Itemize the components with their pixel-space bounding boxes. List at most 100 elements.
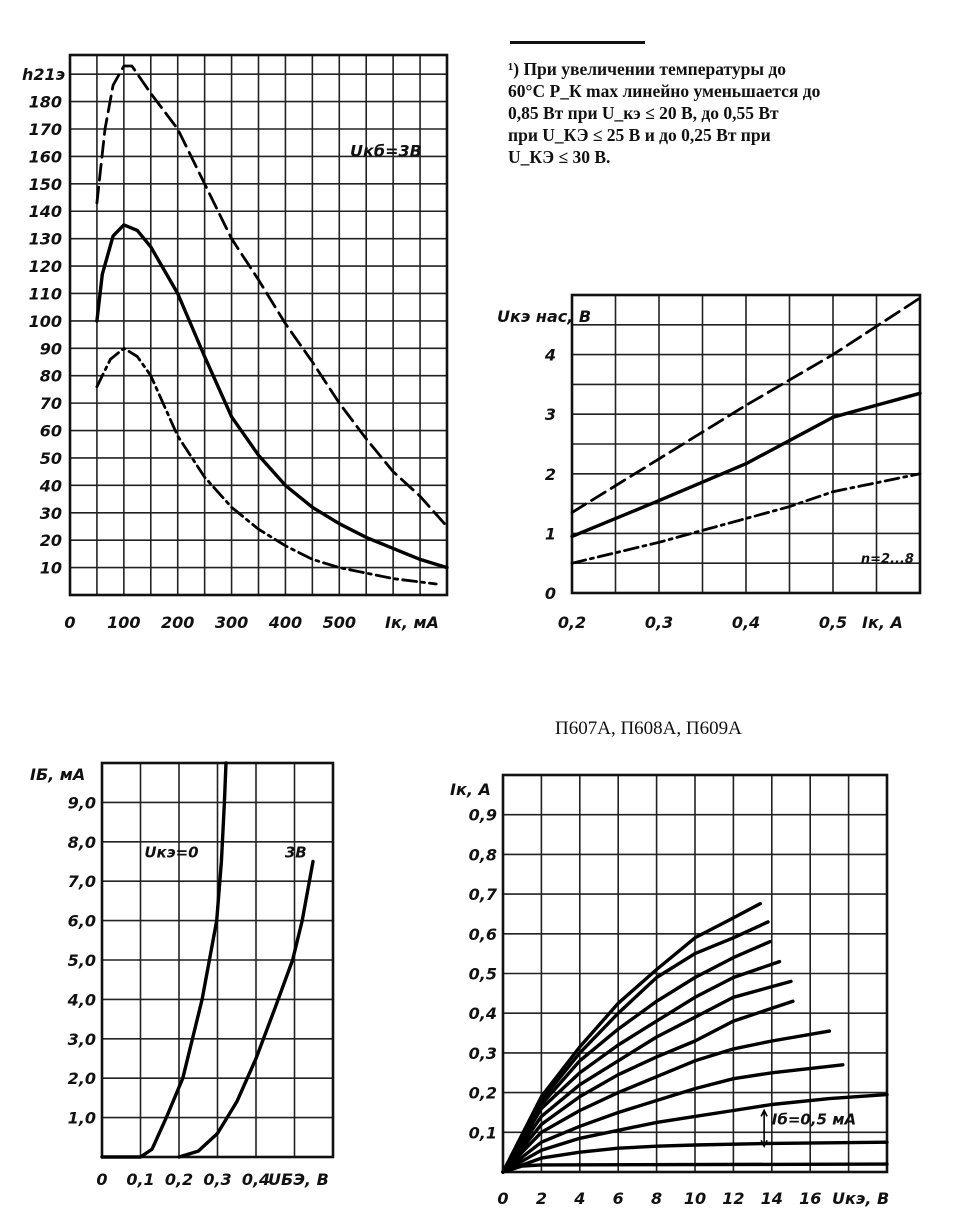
x-tick-label: 500 [323,613,356,632]
y-axis-label: Iк, А [450,780,491,799]
plot-frame [570,293,922,595]
y-tick-label: 20 [40,531,62,550]
x-tick-label: 6 [613,1189,624,1208]
y-axis-label: h21э [22,65,65,84]
x-tick-label: 12 [722,1189,744,1208]
series-line-curve-11 [501,1162,889,1174]
series-line-curve-3 [501,940,772,1174]
footnote-line: 60°С P_К max линейно уменьшается до [508,81,821,101]
plot-frame [501,773,889,1174]
x-axis-label: Iк, А [862,613,903,632]
series-line-max [570,296,922,514]
arrow-heads-icon [760,1108,768,1148]
footnote: ¹) При увеличении температуры до 60°С P_… [508,58,933,168]
footnote-rule [510,41,645,44]
y-tick-label: 1 [545,524,556,543]
series-line-3В [177,859,315,1159]
series-line-curve-1 [501,901,762,1174]
x-axis-label: Uкэ, В [832,1189,889,1208]
x-tick-label: 10 [684,1189,706,1208]
series-line-curve-7 [501,1029,832,1174]
series-line-curve-5 [501,979,793,1174]
y-tick-label: 1,0 [68,1109,96,1128]
x-tick-label: 200 [161,613,194,632]
annotation: n=2...8 [861,552,914,567]
x-tick-label: 8 [651,1189,662,1208]
grid [70,55,447,595]
series-line-curve-10 [501,1140,889,1174]
y-axis-label: IБ, мА [30,765,85,784]
x-tick-label: 0 [96,1170,107,1189]
y-tick-label: 110 [29,284,62,303]
x-tick-label: 100 [107,613,140,632]
y-tick-label: 130 [29,230,62,249]
y-tick-label: 30 [40,504,62,523]
series-line-curve-4 [501,959,782,1174]
y-tick-label: 2,0 [68,1069,96,1088]
y-tick-label: 4,0 [67,990,96,1009]
chart-3: 0 0,1 0,2 0,3 0,4 1,0 2,0 3,0 4,0 5,0 6,0 7,0 8,0 9,0… [30,761,335,1189]
x-tick-label: 0,2 [558,613,586,632]
y-tick-label: 60 [40,422,62,441]
series-line-min [570,472,922,565]
footnote-line: 0,85 Вт при U_кэ ≤ 20 В, до 0,55 Вт [508,103,779,123]
annotation: Uкб=3В [350,141,422,160]
y-tick-label: 70 [40,394,62,413]
annotation: Uкэ=0 [144,844,198,862]
y-tick-label: 4 [544,346,556,365]
y-tick-label: 0 [545,584,556,603]
x-tick-label: 0 [64,613,75,632]
x-tick-label: 0,3 [203,1170,231,1189]
x-tick-label: 16 [799,1189,821,1208]
x-tick-label: 300 [215,613,248,632]
y-tick-label: 0,2 [469,1084,497,1103]
series-line-curve-2 [501,920,770,1174]
x-tick-label: 4 [573,1189,585,1208]
y-axis-label: Uкэ нас, В [497,307,591,326]
y-tick-label: 2 [545,465,556,484]
y-tick-label: 180 [29,93,62,112]
y-tick-label: 0,9 [469,806,497,825]
chart-4-title: П607А, П608А, П609А [555,718,742,739]
series-line-max [95,64,449,528]
x-tick-label: 400 [268,613,302,632]
grid [572,295,920,593]
chart-2: 0,2 0,3 0,4 0,5 0 1 2 3 4 Uкэ нас, В Iк, А n=2...8 [497,293,922,632]
series-line-typical [95,223,449,570]
series-line-min [95,346,438,586]
series-line-curve-8 [501,1063,845,1174]
annotation: Iб=0,5 мА [772,1110,856,1128]
x-tick-label: 0,4 [732,613,760,632]
y-tick-label: 5,0 [68,951,96,970]
y-tick-label: 50 [40,449,62,468]
y-tick-label: 160 [29,147,62,166]
series-line-curve-6 [501,999,795,1174]
chart-4: 0 2 4 6 8 10 12 14 16 0,1 0,2 0,3 0,4 0,5 0,6 0,7 0,8 0,9… [450,773,889,1208]
y-tick-label: 0,5 [469,965,497,984]
x-axis-label: UБЭ, В [268,1170,329,1189]
footnote-line: ¹) При увеличении температуры до [508,59,787,79]
y-tick-label: 0,1 [469,1123,497,1142]
y-tick-label: 140 [29,202,62,221]
y-tick-label: 0,8 [469,845,497,864]
series-line-Uкэ=0 [100,761,228,1159]
plot-frame [68,53,449,597]
y-tick-label: 120 [29,257,62,276]
y-tick-label: 10 [40,559,62,578]
x-tick-label: 0,5 [819,613,847,632]
y-tick-label: 150 [29,175,62,194]
plot-frame [100,761,335,1159]
y-tick-label: 0,6 [469,925,497,944]
y-tick-label: 0,4 [469,1004,497,1023]
y-tick-label: 90 [40,339,62,358]
y-tick-label: 0,3 [469,1044,497,1063]
chart-1: 0 100 200 300 400 500 10 20 30 40 50 60 70 80 90 100 110… [22,53,449,632]
y-tick-label: 8,0 [68,833,96,852]
x-tick-label: 0 [497,1189,508,1208]
x-tick-label: 0,4 [242,1170,270,1189]
y-tick-label: 7,0 [68,872,96,891]
y-tick-label: 3 [545,405,556,424]
footnote-line: U_КЭ ≤ 30 В. [508,147,611,167]
y-tick-label: 170 [29,120,62,139]
